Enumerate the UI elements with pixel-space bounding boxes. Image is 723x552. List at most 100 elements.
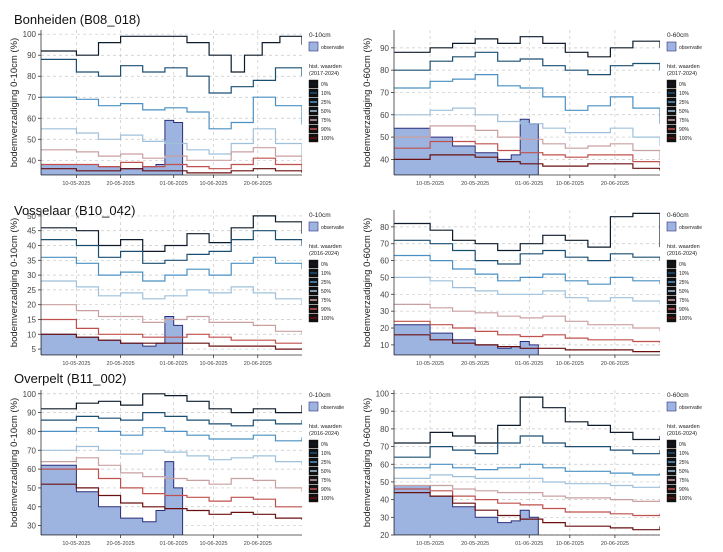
panel-0: 40 50 60 70 80 90 100 10-05-2025 20-05-2025 01-06… [9, 30, 344, 187]
series-line-75% [41, 147, 302, 169]
legend-quantile-label: 100% [679, 316, 692, 322]
series-line-75% [41, 457, 302, 492]
y-tick-label: 40 [27, 242, 36, 251]
series-line-100% [394, 334, 660, 353]
series-line-90% [41, 157, 302, 171]
legend-quantile-label: 75% [679, 298, 690, 304]
legend-hist-title: hist. waarden [667, 244, 700, 250]
y-tick-label: 70 [27, 93, 36, 102]
series-line-100% [41, 483, 302, 520]
legend-quantile-label: 100% [679, 136, 692, 142]
legend-depth-title: 0-60cm [667, 212, 689, 219]
series-line-100% [394, 154, 660, 171]
series-line-75% [394, 303, 660, 332]
legend-quantile-label: 0% [321, 262, 329, 268]
series-line-75% [394, 484, 660, 502]
y-tick-label: 40 [380, 290, 389, 299]
legend-observation-label: observatie [679, 405, 702, 411]
y-tick-label: 80 [380, 223, 389, 232]
legend-quantile-label: 75% [679, 478, 690, 484]
y-tick-label: 50 [27, 212, 36, 221]
legend-hist-period: (2016-2024) [309, 251, 339, 257]
series-line-0% [394, 396, 660, 444]
y-tick-label: 60 [380, 257, 389, 266]
series-line-90% [41, 318, 302, 344]
series-line-50% [41, 128, 302, 165]
x-tick-label: 01-06-2025 [160, 541, 188, 547]
legend-quantile-label: 10% [321, 91, 332, 97]
y-tick-label: 80 [27, 72, 36, 81]
legend-quantile-label: 0% [321, 442, 329, 448]
x-tick-label: 20-05-2025 [107, 361, 135, 367]
x-tick-label: 20-05-2025 [461, 181, 489, 187]
legend-quantile-label: 10% [679, 451, 690, 457]
x-tick-label: 10-06-2025 [199, 541, 227, 547]
series-line-50% [394, 474, 660, 488]
x-tick-label: 20-05-2025 [461, 541, 489, 547]
legend-quantile-label: 75% [321, 298, 332, 304]
legend-observation-label: observatie [321, 45, 344, 51]
y-tick-label: 30 [380, 513, 389, 522]
legend-hist-title: hist. waarden [309, 244, 342, 250]
y-tick-label: 50 [27, 484, 36, 493]
observation-area [394, 118, 539, 175]
legend-quantile-label: 75% [679, 118, 690, 124]
series-line-90% [394, 488, 660, 517]
y-tick-label: 35 [27, 256, 36, 265]
series-line-25% [41, 256, 302, 282]
legend-observation-label: observatie [679, 225, 702, 231]
legend-quantile-label: 75% [321, 118, 332, 124]
x-tick-label: 10-05-2025 [416, 541, 444, 547]
legend-quantile-label: 75% [321, 478, 332, 484]
y-tick-label: 80 [380, 66, 389, 75]
series-line-10% [41, 230, 302, 264]
y-axis-label: bodemverzadiging 0-10cm (%) [9, 38, 20, 167]
y-tick-label: 60 [380, 460, 389, 469]
series-line-50% [41, 445, 302, 466]
observation-area [41, 461, 184, 535]
plot-area [394, 396, 660, 535]
legend: 0-60cm observatie hist. waarden(2017-2024)… [666, 32, 702, 143]
legend-quantile-label: 50% [321, 289, 332, 295]
legend-quantile-label: 10% [321, 271, 332, 277]
y-tick-label: 70 [27, 446, 36, 455]
legend-quantile-label: 50% [321, 109, 332, 115]
x-tick-label: 01-06-2025 [515, 361, 543, 367]
x-tick-label: 10-06-2025 [556, 181, 584, 187]
series-line-10% [41, 412, 302, 427]
x-tick-label: 01-06-2025 [515, 541, 543, 547]
y-tick-label: 100 [376, 390, 390, 399]
series-line-100% [394, 492, 660, 531]
panel-4: 30 40 50 60 70 80 90 100 10-05-2025 20-05-2025 01-… [9, 390, 344, 547]
x-tick-label: 10-05-2025 [416, 361, 444, 367]
legend-hist-title: hist. waarden [667, 424, 700, 430]
legend-observation-label: observatie [321, 225, 344, 231]
legend-quantile-label: 25% [321, 280, 332, 286]
y-tick-label: 20 [380, 324, 389, 333]
y-tick-label: 20 [380, 531, 389, 540]
legend-quantile-label: 10% [679, 91, 690, 97]
legend-observation-swatch [308, 41, 319, 52]
y-tick-label: 15 [27, 315, 36, 324]
legend-observation-swatch [666, 41, 677, 52]
series-line-0% [394, 212, 660, 252]
panel-5: 20 30 40 50 60 70 80 90 100 10-05-2025 20-05-2025 0… [362, 390, 702, 547]
y-tick-label: 30 [27, 271, 36, 280]
legend-quantile-label: 50% [679, 109, 690, 115]
legend-quantile-label: 90% [321, 127, 332, 133]
legend-depth-title: 0-60cm [667, 392, 689, 399]
x-tick-label: 10-05-2025 [62, 541, 90, 547]
series-line-90% [394, 320, 660, 344]
plot-area [41, 215, 302, 355]
legend-hist-title: hist. waarden [309, 424, 342, 430]
legend-depth-title: 0-10cm [309, 392, 331, 399]
y-tick-label: 80 [27, 427, 36, 436]
legend-quantile-label: 25% [679, 100, 690, 106]
legend-quantile-label: 25% [321, 460, 332, 466]
legend-depth-title: 0-60cm [667, 32, 689, 39]
x-tick-label: 10-05-2025 [62, 181, 90, 187]
plot-area [41, 35, 302, 175]
legend-observation-swatch [308, 401, 319, 412]
y-tick-label: 100 [23, 30, 37, 39]
series-line-10% [394, 239, 660, 265]
